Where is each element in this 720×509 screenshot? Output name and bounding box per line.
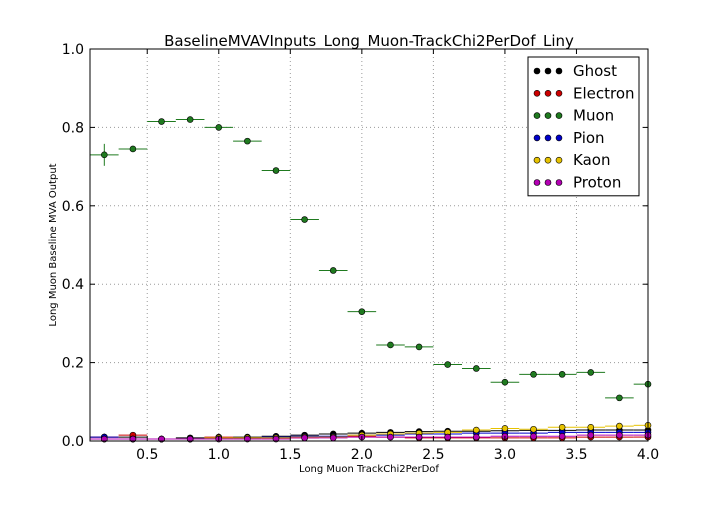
chart-title: BaselineMVAVInputs_Long_Muon-TrackChi2Pe… <box>164 32 574 51</box>
legend-marker <box>544 90 552 97</box>
legend-marker <box>533 90 541 97</box>
data-point <box>473 426 480 434</box>
y-tick-label: 0.0 <box>62 434 84 450</box>
legend-label: Pion <box>573 129 605 147</box>
legend-label: Ghost <box>573 62 617 80</box>
legend-item-kaon: Kaon <box>533 151 610 169</box>
data-point <box>616 422 623 430</box>
x-tick-label: 4.0 <box>637 447 659 463</box>
data-point <box>530 425 537 433</box>
legend: Ghost Electron Muon Pion Kaon Proton <box>527 56 640 197</box>
legend-marker <box>544 179 552 186</box>
legend-box <box>527 56 640 197</box>
data-point <box>329 434 337 442</box>
y-tick-label: 0.4 <box>62 277 84 293</box>
data-point <box>587 423 595 431</box>
data-point <box>587 369 595 376</box>
legend-item-electron: Electron <box>533 84 635 102</box>
x-tick-label: 1.0 <box>208 447 230 463</box>
legend-marker <box>533 179 541 186</box>
legend-item-proton: Proton <box>533 174 621 192</box>
grid <box>90 49 648 441</box>
legend-marker <box>544 67 552 75</box>
data-point <box>415 433 423 441</box>
x-tick-label: 3.5 <box>565 447 587 463</box>
legend-item-pion: Pion <box>533 129 605 147</box>
legend-marker <box>555 90 563 97</box>
legend-marker <box>555 134 563 142</box>
data-point <box>558 371 566 378</box>
data-point <box>158 118 165 125</box>
data-point <box>558 432 566 440</box>
plot-area-frame <box>89 48 649 442</box>
data-point <box>530 371 537 378</box>
x-axis-label: Long Muon TrackChi2PerDof <box>299 464 439 475</box>
data-point <box>215 124 223 131</box>
data-point <box>616 394 623 402</box>
legend-marker <box>533 67 541 75</box>
data-point <box>444 361 451 368</box>
legend-marker <box>544 156 552 164</box>
data-point <box>129 145 137 153</box>
x-tick-label: 0.5 <box>136 447 158 463</box>
axis-ticks: 0.5 1.0 1.5 2.0 2.5 3.0 3.5 4.0 0.0 0.2 0.4 0.6 0.8 1… <box>62 42 659 463</box>
series-muon <box>90 116 652 402</box>
legend-label: Electron <box>573 84 635 102</box>
legend-marker <box>533 156 541 164</box>
data-point <box>473 365 480 372</box>
y-tick-label: 0.6 <box>62 199 84 215</box>
x-tick-label: 1.5 <box>279 447 301 463</box>
data-point <box>301 434 308 442</box>
data-point <box>444 433 451 441</box>
data-point <box>530 432 537 440</box>
legend-item-ghost: Ghost <box>533 62 617 80</box>
y-axis-label: Long Muon Baseline MVA Output <box>48 163 59 326</box>
legend-marker <box>533 112 541 119</box>
data-point <box>272 167 280 174</box>
legend-marker <box>555 156 563 164</box>
data-point <box>329 267 337 274</box>
legend-marker <box>555 179 563 186</box>
data-point <box>358 308 366 315</box>
legend-item-muon: Muon <box>533 107 614 125</box>
y-tick-label: 0.8 <box>62 120 84 136</box>
data-point <box>473 433 480 441</box>
data-point <box>415 343 423 351</box>
y-tick-label: 0.2 <box>62 356 84 372</box>
legend-label: Muon <box>573 107 614 125</box>
data-point <box>101 151 108 159</box>
legend-marker <box>533 134 541 142</box>
data-point <box>387 341 394 349</box>
data-point <box>301 216 308 223</box>
x-tick-label: 3.0 <box>494 447 516 463</box>
y-tick-label: 1.0 <box>62 42 84 58</box>
legend-marker <box>544 112 552 119</box>
data-point <box>387 433 394 441</box>
data-point <box>501 425 509 432</box>
data-point <box>587 431 595 439</box>
data-point <box>186 116 194 123</box>
legend-label: Proton <box>573 174 621 192</box>
data-point <box>558 423 566 431</box>
legend-label: Kaon <box>573 151 610 169</box>
data-point <box>616 431 623 439</box>
x-tick-label: 2.0 <box>351 447 373 463</box>
series-proton <box>90 431 652 443</box>
legend-marker <box>555 67 563 75</box>
x-tick-label: 2.5 <box>422 447 444 463</box>
legend-marker <box>555 112 563 119</box>
data-point <box>501 378 509 386</box>
legend-marker <box>544 134 552 142</box>
data-point <box>244 137 251 145</box>
